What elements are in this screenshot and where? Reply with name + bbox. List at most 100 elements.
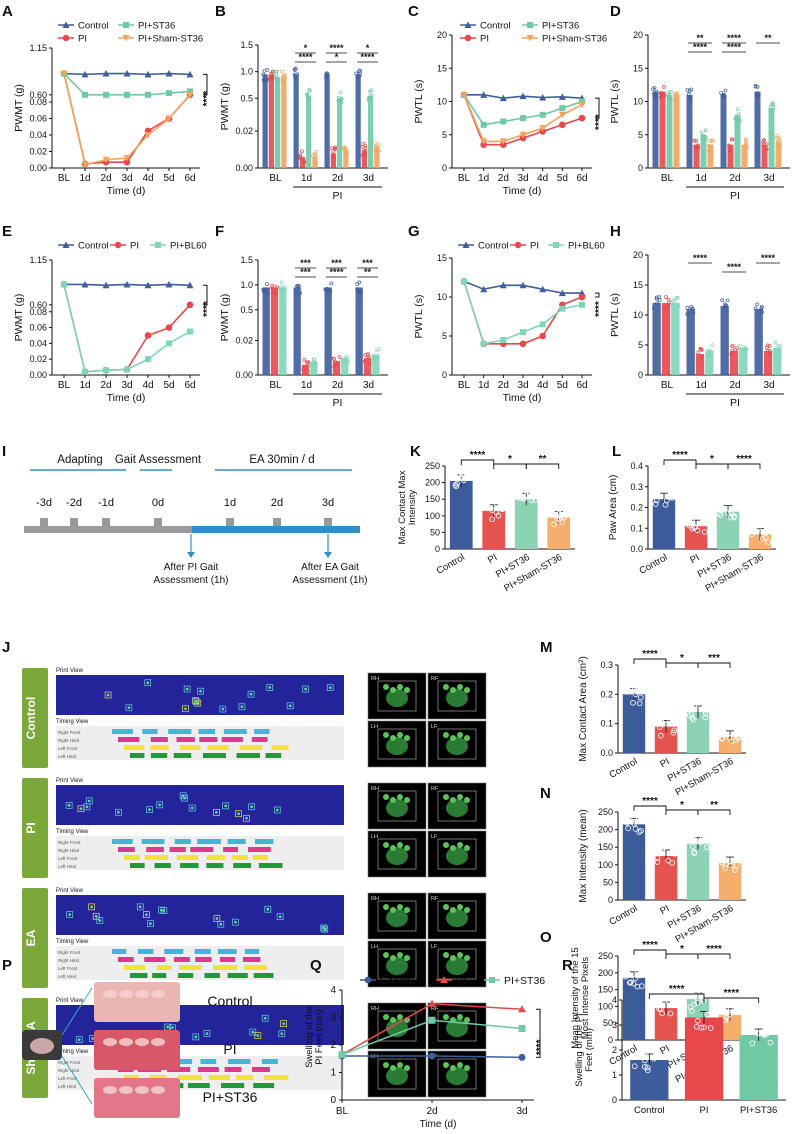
- data-dot: [263, 77, 268, 82]
- data-dot: [633, 688, 640, 694]
- data-dot: [722, 865, 729, 872]
- toe-blob: [390, 955, 396, 961]
- data-dot: [654, 855, 661, 861]
- paw-blob: [386, 909, 408, 927]
- chart-q: 0 1 2 3 4 BL 2d 3d Time (d) Swelling of the PI Fee…: [304, 975, 546, 1130]
- timing-bar: [124, 1075, 139, 1080]
- data-point: [145, 91, 151, 98]
- data-point: [518, 1025, 526, 1032]
- data-point: [166, 340, 172, 347]
- toe-blob: [457, 794, 463, 800]
- data-dot: [520, 494, 527, 501]
- toe-blob: [404, 1065, 410, 1071]
- data-dot: [550, 521, 557, 528]
- data-dot: [293, 290, 298, 295]
- panel-letter-b: B: [215, 3, 226, 20]
- x-tick-label: 2d: [332, 173, 343, 184]
- data-dot: [654, 89, 659, 94]
- toe-blob: [443, 1062, 449, 1068]
- data-dot: [701, 528, 708, 535]
- day-tick: [154, 518, 162, 526]
- sig-bracket: [595, 292, 600, 298]
- data-point: [428, 999, 436, 1007]
- data-dot: [298, 291, 303, 295]
- data-dot: [653, 93, 658, 98]
- panel-letter-c: C: [408, 3, 419, 20]
- sig-label: **: [364, 267, 372, 277]
- timing-bar: [187, 1083, 210, 1088]
- timing-bar: [208, 1075, 230, 1080]
- timing-bar: [150, 737, 168, 742]
- paw-print-dot: [185, 687, 189, 691]
- data-dot: [699, 347, 704, 352]
- timing-bar: [179, 965, 202, 970]
- paw-print: [238, 703, 246, 711]
- timing-bar: [265, 753, 282, 758]
- toe-blob: [450, 907, 456, 913]
- data-point: [558, 93, 566, 100]
- y-tick-label: 0.00: [235, 163, 253, 173]
- panel-letter-r: R: [562, 957, 573, 974]
- toe-blob: [390, 797, 396, 803]
- timing-bar: [130, 863, 145, 868]
- paw-print: [243, 814, 250, 822]
- legend-label: Control: [78, 241, 109, 252]
- data-point: [559, 105, 566, 112]
- data-dot: [753, 306, 758, 311]
- data-dot: [653, 497, 660, 504]
- bar: [372, 354, 380, 375]
- y-tick-label: 0: [442, 370, 447, 380]
- paw-roi: [437, 948, 477, 980]
- timing-bar: [173, 753, 192, 758]
- data-dot: [760, 304, 764, 309]
- data-point: [428, 1016, 436, 1024]
- data-dot: [698, 1024, 705, 1031]
- sig-label: **: [696, 33, 704, 43]
- x-tick-label: 1d: [478, 380, 489, 391]
- x-axis-label: Time (d): [107, 185, 146, 197]
- data-dot: [325, 71, 330, 76]
- x-tick-label: PI+ST36: [740, 1105, 777, 1116]
- group-label-box: [22, 778, 48, 878]
- data-dot: [706, 354, 711, 359]
- data-dot: [692, 138, 697, 143]
- bar: [343, 149, 349, 168]
- data-dot: [337, 355, 342, 359]
- y-axis-label: PWMT (g): [219, 294, 231, 342]
- y-tick-label: 20: [633, 250, 643, 260]
- data-dot: [695, 835, 701, 841]
- data-dot: [343, 356, 348, 361]
- day-label: 1d: [224, 497, 236, 509]
- data-point: [60, 70, 68, 78]
- y-tick-label: 4: [612, 995, 617, 1005]
- bar: [734, 114, 741, 168]
- paw-print-dot: [194, 700, 198, 703]
- bar: [652, 499, 676, 549]
- paw-print-dot: [263, 1016, 267, 1020]
- data-dot: [307, 97, 311, 101]
- bar: [686, 843, 710, 900]
- data-dot: [623, 688, 630, 695]
- panel-letter-h: H: [610, 223, 621, 240]
- data-dot: [311, 154, 315, 158]
- data-dot: [733, 737, 739, 744]
- data-dot: [695, 699, 701, 706]
- bar: [673, 94, 680, 168]
- legend-marker: [155, 242, 161, 248]
- sig-label: ****: [535, 1039, 546, 1055]
- timing-bar: [220, 957, 236, 962]
- data-dot: [769, 109, 774, 113]
- paw-print-dot: [106, 693, 110, 697]
- data-dot: [778, 344, 783, 349]
- paw-label: LF: [431, 944, 438, 950]
- data-point: [102, 156, 110, 164]
- panel-letter-p: P: [2, 957, 12, 974]
- toe-blob: [443, 904, 449, 910]
- data-point: [102, 281, 110, 289]
- toe-blob: [443, 1014, 449, 1020]
- data-dot: [700, 997, 707, 1004]
- y-tick-label: 1: [612, 1070, 617, 1080]
- data-dot: [628, 979, 634, 986]
- toe-blob: [390, 735, 396, 741]
- x-tick-label: Control: [607, 903, 639, 928]
